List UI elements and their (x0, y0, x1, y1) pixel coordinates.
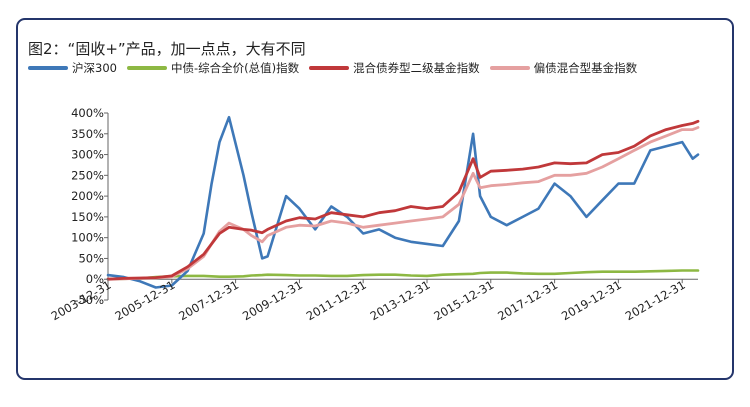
legend-item-bond-index: 中债-综合全价(总值)指数 (126, 60, 300, 76)
legend-label-secondary-bond-fund: 混合债券型二级基金指数 (353, 61, 480, 75)
y-tick-label: -50% (74, 293, 104, 307)
legend-item-secondary-bond-fund: 混合债券型二级基金指数 (309, 60, 480, 76)
legend-item-hybrid-bond-fund: 偏债混合型基金指数 (489, 60, 638, 76)
x-tick-label: 2009-12-31 (240, 278, 305, 324)
figure-title: 图2：“固收+”产品，加一点点，大有不同 (28, 40, 306, 58)
series-line-hs300 (106, 115, 700, 289)
legend-label-hybrid-bond-fund: 偏债混合型基金指数 (533, 61, 638, 75)
legend-label-bond-index: 中债-综合全价(总值)指数 (170, 61, 300, 75)
y-tick-label: 0% (86, 272, 104, 286)
legend-swatch-hybrid-bond-fund (489, 66, 530, 70)
y-tick-label: 300% (71, 148, 104, 162)
x-tick-label: 2007-12-31 (176, 278, 241, 324)
series-line-bond-index (106, 269, 700, 281)
x-tick-label: 2015-12-31 (431, 278, 496, 324)
series-line-hybrid-bond-fund (106, 126, 700, 281)
legend-swatch-hs300 (28, 66, 68, 70)
x-tick-label: 2011-12-31 (304, 278, 369, 324)
y-tick-label: 100% (71, 231, 104, 245)
x-tick-label: 2019-12-31 (559, 278, 624, 324)
figure-frame (16, 18, 734, 380)
y-tick-label: 200% (71, 189, 104, 203)
legend-item-hs300: 沪深300 (28, 60, 117, 76)
legend-label-hs300: 沪深300 (72, 61, 117, 75)
y-tick-label: 150% (71, 210, 104, 224)
legend-swatch-bond-index (126, 66, 167, 70)
y-tick-label: 350% (71, 127, 104, 141)
y-tick-label: 400% (71, 106, 104, 120)
chart-series-layer (106, 115, 700, 289)
legend: 沪深300 中债-综合全价(总值)指数 混合债券型二级基金指数 偏债混合型基金指… (28, 60, 647, 76)
series-line-secondary-bond-fund (106, 119, 700, 281)
legend-swatch-secondary-bond-fund (309, 66, 350, 70)
chart-axes (107, 113, 698, 300)
x-tick-label: 2017-12-31 (495, 278, 560, 324)
y-tick-label: 50% (78, 251, 104, 265)
y-tick-label: 250% (71, 168, 104, 182)
x-tick-label: 2021-12-31 (623, 278, 688, 324)
x-tick-label: 2013-12-31 (368, 278, 433, 324)
